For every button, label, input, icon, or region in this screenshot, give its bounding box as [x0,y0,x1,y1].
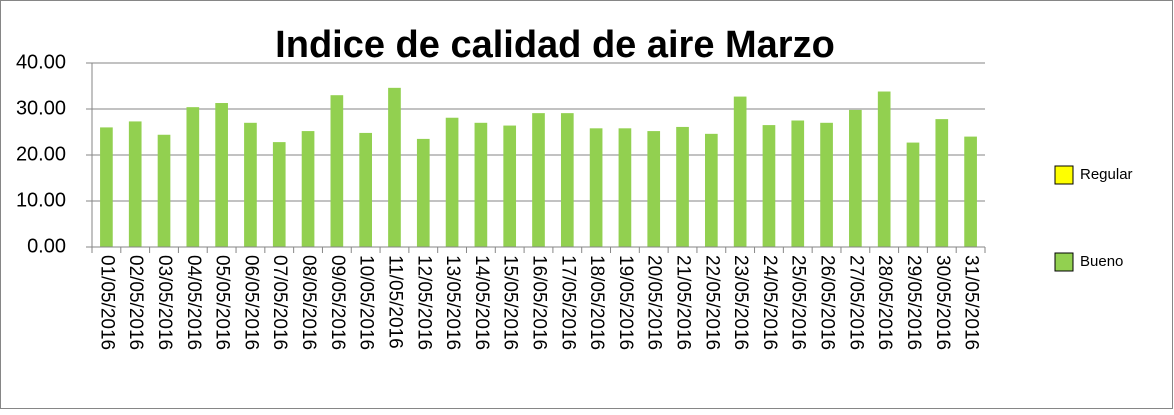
bar [935,119,949,247]
bar [272,142,286,247]
legend-label: Bueno [1080,253,1123,270]
legend-swatch [1054,252,1074,272]
x-tick-label: 02/05/2016 [125,255,146,350]
y-tick-label: 40.00 [16,51,66,73]
bar [589,128,603,247]
x-tick-label: 30/05/2016 [932,255,953,350]
legend-swatch [1054,165,1074,185]
y-tick-label: 30.00 [16,97,66,119]
bar [359,132,372,247]
bar [560,113,574,247]
x-tick-label: 14/05/2016 [471,255,492,350]
x-tick-label: 09/05/2016 [327,255,348,350]
bar [791,120,805,247]
bar [215,103,228,248]
bar [762,125,776,247]
bar [647,131,661,247]
x-tick-label: 04/05/2016 [183,255,204,350]
x-tick-label: 27/05/2016 [845,255,866,350]
bar [186,107,200,247]
x-tick-label: 10/05/2016 [356,255,377,350]
x-tick-label: 31/05/2016 [961,255,982,350]
x-tick-label: 21/05/2016 [673,255,694,350]
x-tick-label: 20/05/2016 [644,255,665,350]
bar [445,117,459,248]
x-tick-label: 05/05/2016 [212,255,233,350]
bar [301,131,315,247]
x-tick-label: 01/05/2016 [96,255,117,350]
y-tick-label: 20.00 [16,143,66,165]
x-tick-label: 18/05/2016 [586,255,607,350]
x-tick-label: 19/05/2016 [615,255,636,350]
bar [705,133,718,247]
x-tick-label: 13/05/2016 [442,255,463,350]
y-tick-label: 0.00 [27,235,66,257]
bar [128,121,142,247]
x-tick-label: 07/05/2016 [269,255,290,350]
x-tick-label: 26/05/2016 [817,255,838,350]
x-tick-label: 03/05/2016 [154,255,175,350]
bar [503,125,517,247]
x-tick-label: 15/05/2016 [500,255,521,350]
bar [157,134,171,247]
bar [964,136,977,247]
x-tick-label: 28/05/2016 [874,255,895,350]
bar [330,95,344,247]
x-tick-label: 29/05/2016 [903,255,924,350]
x-tick-label: 25/05/2016 [788,255,809,350]
bar [100,127,113,247]
chart-title: Indice de calidad de aire Marzo [275,24,835,66]
bar [244,122,257,247]
bar [733,96,747,247]
x-tick-label: 22/05/2016 [701,255,722,350]
x-tick-label: 08/05/2016 [298,255,319,350]
bar [532,113,545,247]
bar [474,122,488,247]
bar [618,128,632,247]
x-tick-label: 24/05/2016 [759,255,780,350]
bar [849,109,862,247]
x-tick-label: 23/05/2016 [730,255,751,350]
y-tick-label: 10.00 [16,189,66,211]
x-tick-label: 16/05/2016 [528,255,549,350]
x-tick-label: 17/05/2016 [557,255,578,350]
bar [877,91,891,248]
legend-label: Regular [1080,166,1133,183]
x-tick-label: 12/05/2016 [413,255,434,350]
bar [416,138,430,247]
x-tick-label: 06/05/2016 [240,255,261,350]
bar [906,142,920,247]
x-tick-label: 11/05/2016 [384,255,405,349]
bar [676,126,689,247]
bar [820,122,833,247]
bar [388,87,401,247]
